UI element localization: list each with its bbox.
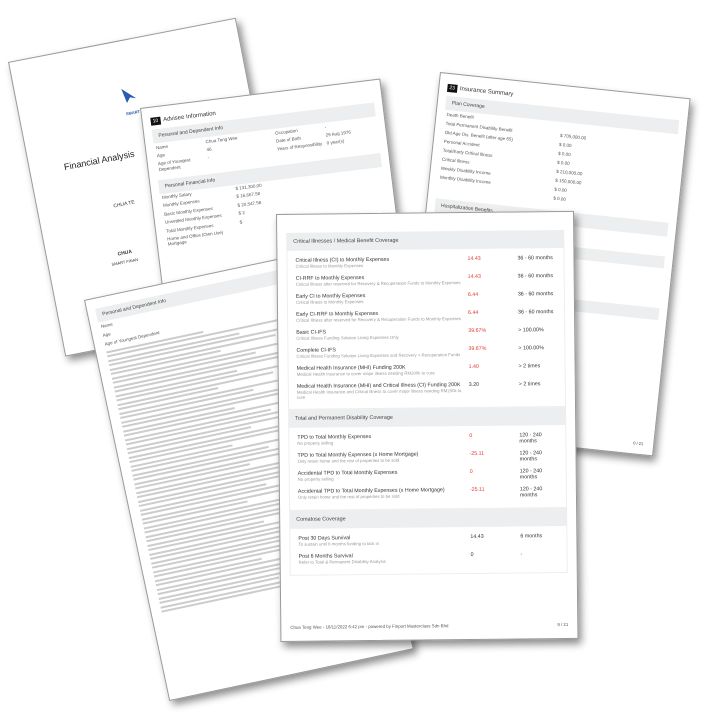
metric-benchmark: > 100.00% <box>518 326 544 334</box>
metric-benchmark: 36 - 60 months <box>517 255 553 262</box>
section-body: Critical Illness (CI) to Monthly Expense… <box>286 247 567 411</box>
row-value: 46 <box>206 146 212 153</box>
metric-row: Accidental TPD to Total Monthly Expenses… <box>290 483 566 504</box>
metric-description: Only retain home and the rest of propert… <box>297 458 400 465</box>
metric-benchmark: 120 - 240 months <box>519 432 542 445</box>
metric-description: Critical Illness Funding Solution Living… <box>296 351 461 359</box>
row-value: $ 0.00 <box>556 159 570 167</box>
metric-benchmark: - <box>520 551 523 558</box>
metric-benchmark: > 100.00% <box>518 344 544 352</box>
metric-description: Refer to Total & Permanent Disability An… <box>298 559 386 566</box>
metric-description: No property selling <box>297 440 334 447</box>
metric-benchmark: 36 - 60 months <box>517 290 554 298</box>
metric-benchmark: > 2 times <box>518 362 541 370</box>
section-body: TPD to Total Monthly Expenses No property… <box>288 425 568 512</box>
metric-value: -25.11 <box>469 487 485 494</box>
metric-description: To sustain until 6 months funding to kic… <box>298 541 379 548</box>
metric-value: 39.67% <box>468 345 487 352</box>
metric-description: Critical Illness Funding Solution Living… <box>296 334 399 341</box>
metric-description: Critical Illness to Monthly Expenses <box>295 263 364 269</box>
row-value <box>238 224 273 239</box>
metric-value: 0 <box>470 552 474 559</box>
metric-description: Medical Health Insurance to cover major … <box>296 369 435 377</box>
footer-text: Chua Teng Wee - 16/11/2022 6:42 pm - pow… <box>290 623 449 630</box>
section-title: Advisee Information <box>162 110 217 124</box>
metric-benchmark: > 2 times <box>518 380 541 388</box>
metric-description: No property selling <box>297 476 334 483</box>
section-title: Insurance Summary <box>459 86 514 98</box>
metric-value: -25.11 <box>469 451 485 458</box>
metric-row: Post 6 Months Survival Refer to Total & P… <box>291 548 567 569</box>
row-value: - <box>324 123 327 130</box>
section-body: Post 30 Days Survival To sustain until 6 … <box>289 526 568 577</box>
metric-row: Medical Health Insurance (MHI) and Criti… <box>289 378 565 404</box>
row-value: - <box>207 155 210 161</box>
metric-benchmark: 120 - 240 months <box>519 486 543 499</box>
cover-page: SMART Financial Analysis CHUA TE CHUA SM… <box>8 17 293 357</box>
metric-benchmark: 120 - 240 months <box>519 468 543 481</box>
metric-value: 6.44 <box>467 291 479 298</box>
metric-value: 0 <box>469 469 473 476</box>
row-value: $ 0.00 <box>553 195 567 202</box>
page-number: 0 / 21 <box>633 440 644 447</box>
metric-value: 0 <box>469 433 473 440</box>
metric-value: 39.67% <box>468 327 487 334</box>
metric-value: 1.40 <box>468 363 479 370</box>
smart-logo: SMART <box>116 83 145 117</box>
row-value: $ 0.00 <box>554 186 568 193</box>
metric-description: Medical Health Insurance and Critical Il… <box>296 387 462 400</box>
metric-description: Critical Illness after reserved for Reco… <box>295 280 461 287</box>
metric-value: 14.43 <box>467 273 481 280</box>
metric-benchmark: 6 months <box>520 533 543 540</box>
page-footer: Chua Teng Wee - 16/11/2022 6:42 pm - pow… <box>290 622 568 630</box>
cover-company: SMART FINAN <box>111 256 139 267</box>
metric-value: 14.43 <box>470 534 484 541</box>
metric-value: 3.20 <box>468 381 480 388</box>
metric-value: 6.44 <box>468 309 479 316</box>
metric-benchmark: 120 - 240 months <box>519 450 542 463</box>
metric-description: Critical Illness after reserved for Reco… <box>296 315 461 323</box>
cover-client: CHUA TE <box>112 199 136 210</box>
page-number: 9 / 21 <box>557 621 569 628</box>
metric-benchmark: 36 - 60 months <box>517 273 554 280</box>
row-value: $ 0.00 <box>557 150 571 158</box>
coverage-analysis-page: Critical Illnesses / Medical Benefit Cov… <box>276 210 579 642</box>
cover-name: CHUA <box>117 248 133 258</box>
row-value: 0 year(s) <box>326 138 345 146</box>
section-number: 10 <box>150 116 161 126</box>
section-number: 23 <box>446 83 458 93</box>
metric-description: Only retain home and the rest of propert… <box>297 494 400 501</box>
row-value: $ 0.00 <box>558 141 572 149</box>
metric-benchmark: 36 - 60 months <box>518 308 554 316</box>
metric-value: 14.43 <box>467 255 481 262</box>
metric-description: Critical Illness to Monthly Expenses <box>295 298 364 305</box>
bird-logo-icon <box>121 88 137 104</box>
cover-title: Financial Analysis <box>63 148 136 173</box>
